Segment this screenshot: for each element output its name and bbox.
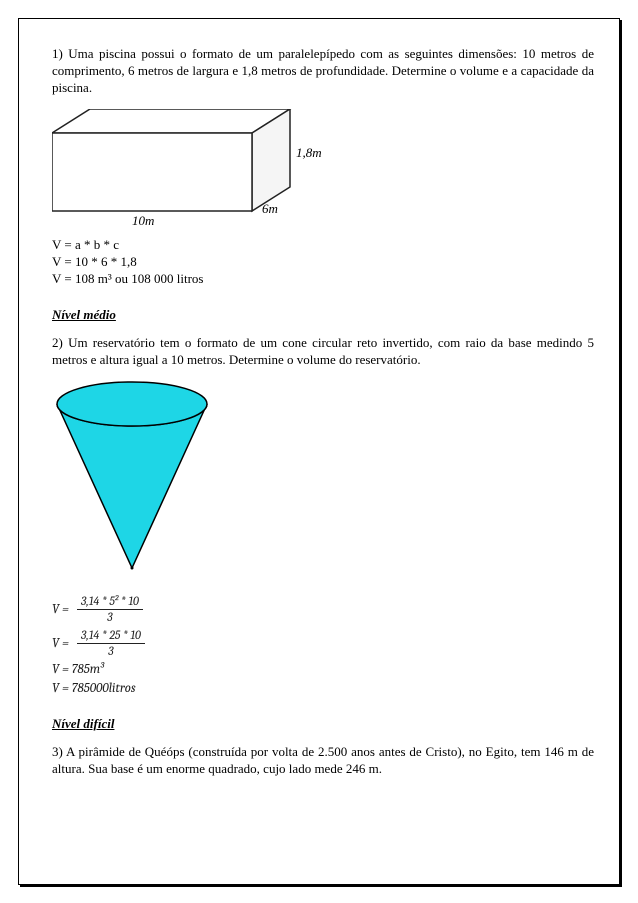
q1-calc3: V = 108 m³ ou 108 000 litros [52, 271, 594, 287]
fraction-1: 3,14 * 5² * 10 3 [77, 594, 143, 624]
q1-calc1: V = a * b * c [52, 237, 594, 253]
frac2-num: 3,14 * 25 * 10 [77, 628, 145, 643]
q1-text: 1) Uma piscina possui o formato de um pa… [52, 46, 594, 97]
q2-formulas: V = 3,14 * 5² * 10 3 V = 3,14 * 25 * 10 … [52, 594, 594, 696]
dim-length-label: 10m [132, 213, 154, 229]
cone-figure [52, 378, 232, 578]
fraction-2: 3,14 * 25 * 10 3 [77, 628, 145, 658]
formula-1: V = 3,14 * 5² * 10 3 [52, 594, 594, 624]
formula-4: V = 785000litros [52, 681, 594, 696]
dim-width-label: 6m [262, 201, 278, 217]
dim-height-label: 1,8m [296, 145, 322, 161]
formula-v-label: V = [52, 602, 69, 617]
frac2-den: 3 [104, 644, 117, 658]
page-content: 1) Uma piscina possui o formato de um pa… [52, 46, 594, 873]
frac1-den: 3 [103, 610, 116, 624]
formula-3: V = 785m³ [52, 662, 594, 677]
cone-svg [52, 378, 212, 573]
formula-2: V = 3,14 * 25 * 10 3 [52, 628, 594, 658]
frac1-num: 3,14 * 5² * 10 [77, 594, 143, 609]
q3-text: 3) A pirâmide de Quéóps (construída por … [52, 744, 594, 778]
q2-text: 2) Um reservatório tem o formato de um c… [52, 335, 594, 369]
q1-calculation: V = a * b * c V = 10 * 6 * 1,8 V = 108 m… [52, 237, 594, 287]
parallelepiped-figure: 10m 6m 1,8m [52, 109, 312, 229]
q1-calc2: V = 10 * 6 * 1,8 [52, 254, 594, 270]
heading-medio: Nível médio [52, 307, 594, 323]
formula-v-label-2: V = [52, 636, 69, 651]
heading-dificil: Nível difícil [52, 716, 594, 732]
